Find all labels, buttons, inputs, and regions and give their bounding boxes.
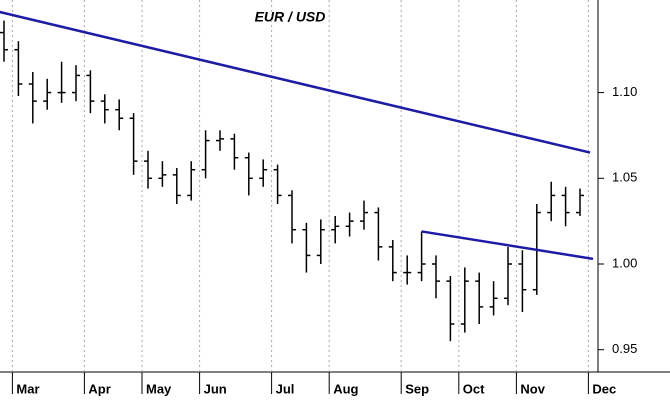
x-tick-label: Sep: [405, 381, 429, 396]
x-tick-label: Mar: [16, 381, 39, 396]
x-tick-label: Jun: [204, 381, 227, 396]
x-tick-label: Apr: [88, 381, 110, 396]
x-tick-label: Nov: [520, 381, 545, 396]
trend-line: [421, 230, 594, 261]
trend-line: [0, 10, 591, 154]
y-tick-label: 1.05: [612, 170, 637, 185]
x-tick-label: Dec: [592, 381, 616, 396]
chart-title: EUR / USD: [255, 9, 326, 25]
y-tick-label: 1.10: [612, 84, 637, 99]
y-tick-label: 0.95: [612, 341, 637, 356]
x-tick-label: Aug: [333, 381, 358, 396]
x-tick-label: Oct: [463, 381, 485, 396]
x-tick-label: Jul: [276, 381, 295, 396]
x-tick-label: May: [146, 381, 172, 396]
y-tick-label: 1.00: [612, 255, 637, 270]
